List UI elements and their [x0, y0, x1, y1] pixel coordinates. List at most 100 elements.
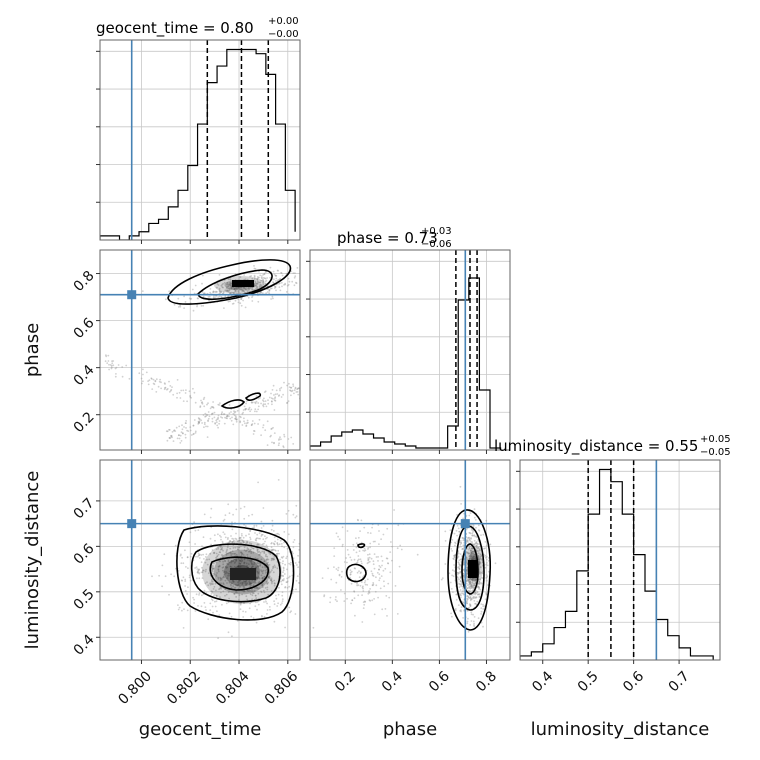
- sample-point: [225, 570, 227, 573]
- sample-point: [200, 554, 203, 556]
- sample-point: [466, 599, 469, 601]
- sample-point: [244, 422, 246, 425]
- sample-point: [245, 425, 248, 427]
- sample-point: [211, 412, 214, 415]
- sample-point: [107, 360, 110, 362]
- sample-point: [272, 281, 275, 284]
- sample-point: [274, 399, 277, 402]
- sample-point: [256, 601, 259, 603]
- sample-point: [469, 596, 472, 599]
- sample-point: [470, 578, 472, 581]
- sample-point: [381, 608, 384, 611]
- panel-frame-d2: [519, 459, 721, 661]
- sample-point: [232, 302, 235, 305]
- sample-point: [234, 546, 237, 549]
- sample-point: [256, 548, 259, 551]
- sample-point: [246, 547, 249, 549]
- sample-point: [173, 303, 176, 306]
- sample-point: [228, 561, 231, 564]
- sample-point: [280, 583, 283, 586]
- sample-point: [264, 429, 267, 432]
- sample-point: [229, 300, 231, 302]
- sample-point: [398, 565, 401, 568]
- sample-point: [242, 290, 245, 292]
- sample-point: [253, 265, 255, 267]
- histogram-bin: [702, 656, 713, 660]
- sample-point: [201, 422, 204, 424]
- sample-point: [263, 575, 266, 578]
- sample-point: [356, 561, 359, 564]
- sample-point: [201, 571, 204, 574]
- sample-point: [338, 574, 341, 577]
- sample-point: [203, 405, 206, 408]
- sample-point: [469, 585, 472, 588]
- sample-point: [356, 518, 359, 521]
- sample-point: [367, 553, 369, 556]
- sample-point: [210, 566, 213, 569]
- sample-point: [154, 380, 157, 383]
- sample-point: [112, 364, 115, 367]
- sample-point: [241, 583, 244, 586]
- sample-point: [262, 424, 265, 426]
- sample-point: [357, 536, 360, 539]
- sample-point: [241, 553, 244, 555]
- sample-point: [235, 557, 238, 560]
- sample-point: [257, 577, 259, 580]
- sample-point: [217, 578, 220, 580]
- sample-point: [264, 555, 267, 558]
- sample-point: [251, 287, 254, 289]
- sample-point: [220, 284, 223, 287]
- sample-point: [282, 446, 285, 449]
- sample-point: [249, 549, 251, 552]
- sample-point: [246, 290, 249, 293]
- sample-point: [224, 289, 227, 292]
- sample-point: [247, 421, 249, 424]
- sample-point: [164, 383, 166, 385]
- sample-point: [256, 283, 259, 285]
- sample-point: [478, 543, 481, 546]
- sample-point: [474, 602, 476, 605]
- sample-point: [470, 537, 472, 540]
- contour-p10-inner: [197, 269, 273, 300]
- sample-point: [246, 589, 249, 592]
- sample-point: [220, 548, 223, 550]
- sample-point: [473, 516, 476, 519]
- sample-point: [230, 287, 233, 289]
- sample-point: [479, 553, 482, 556]
- sample-point: [207, 402, 209, 405]
- sample-point: [347, 553, 350, 556]
- sample-point: [272, 270, 275, 273]
- sample-point: [229, 540, 231, 542]
- sample-point: [469, 551, 472, 554]
- histogram-bin: [384, 442, 395, 450]
- sample-point: [234, 561, 237, 563]
- sample-point: [261, 584, 264, 587]
- sample-point: [231, 560, 234, 563]
- sample-point: [478, 583, 481, 586]
- sample-point: [458, 562, 460, 564]
- sample-point: [469, 580, 471, 583]
- sample-point: [218, 422, 221, 425]
- sample-point: [226, 572, 228, 574]
- sample-point: [291, 280, 294, 283]
- sample-point: [180, 562, 183, 565]
- sample-point: [226, 552, 228, 555]
- sample-point: [476, 542, 479, 545]
- sample-point: [268, 290, 271, 292]
- sample-point: [469, 532, 471, 534]
- sample-point: [197, 571, 200, 574]
- sample-point: [270, 546, 273, 549]
- sample-point: [465, 580, 468, 583]
- sample-point: [368, 599, 371, 601]
- sample-point: [276, 533, 278, 535]
- sample-point: [191, 288, 194, 291]
- sample-point: [241, 582, 244, 584]
- sample-point: [224, 416, 226, 419]
- sample-point: [247, 566, 250, 569]
- sample-point: [263, 560, 266, 562]
- sample-point: [268, 292, 271, 295]
- sample-point: [454, 542, 457, 545]
- sample-point: [379, 566, 382, 569]
- sample-point: [294, 275, 297, 278]
- sample-point: [260, 590, 262, 593]
